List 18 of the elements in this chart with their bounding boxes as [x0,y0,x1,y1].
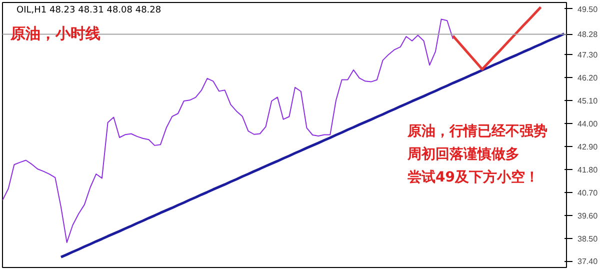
annotation: 原油，行情已经不强势 [406,124,548,140]
line-series [452,6,542,71]
y-tick-label: 48.28 [578,30,598,40]
y-tick-label: 37.40 [578,257,598,266]
y-tick-label: 41.80 [578,165,598,174]
annotation: 周初回落谨慎做多 [406,146,520,162]
y-tick-label: 44.00 [578,120,598,129]
annotation: OIL,H1 48.23 48.31 48.08 48.28 [16,6,162,16]
text: 原油，小时线 [10,24,100,42]
y-tick-label: 46.20 [578,74,598,83]
annotation: 尝试49及下方小空！ [408,168,539,186]
y-tick-label: 40.70 [578,188,598,198]
y-tick-label: 38.50 [578,234,598,244]
y-tick-label: 47.30 [578,50,598,60]
y-tick-label: 39.60 [578,211,598,220]
y-tick-label: 42.90 [578,142,598,152]
y-tick-label: 45.10 [578,96,598,106]
y-tick-label: 49.50 [578,4,598,14]
